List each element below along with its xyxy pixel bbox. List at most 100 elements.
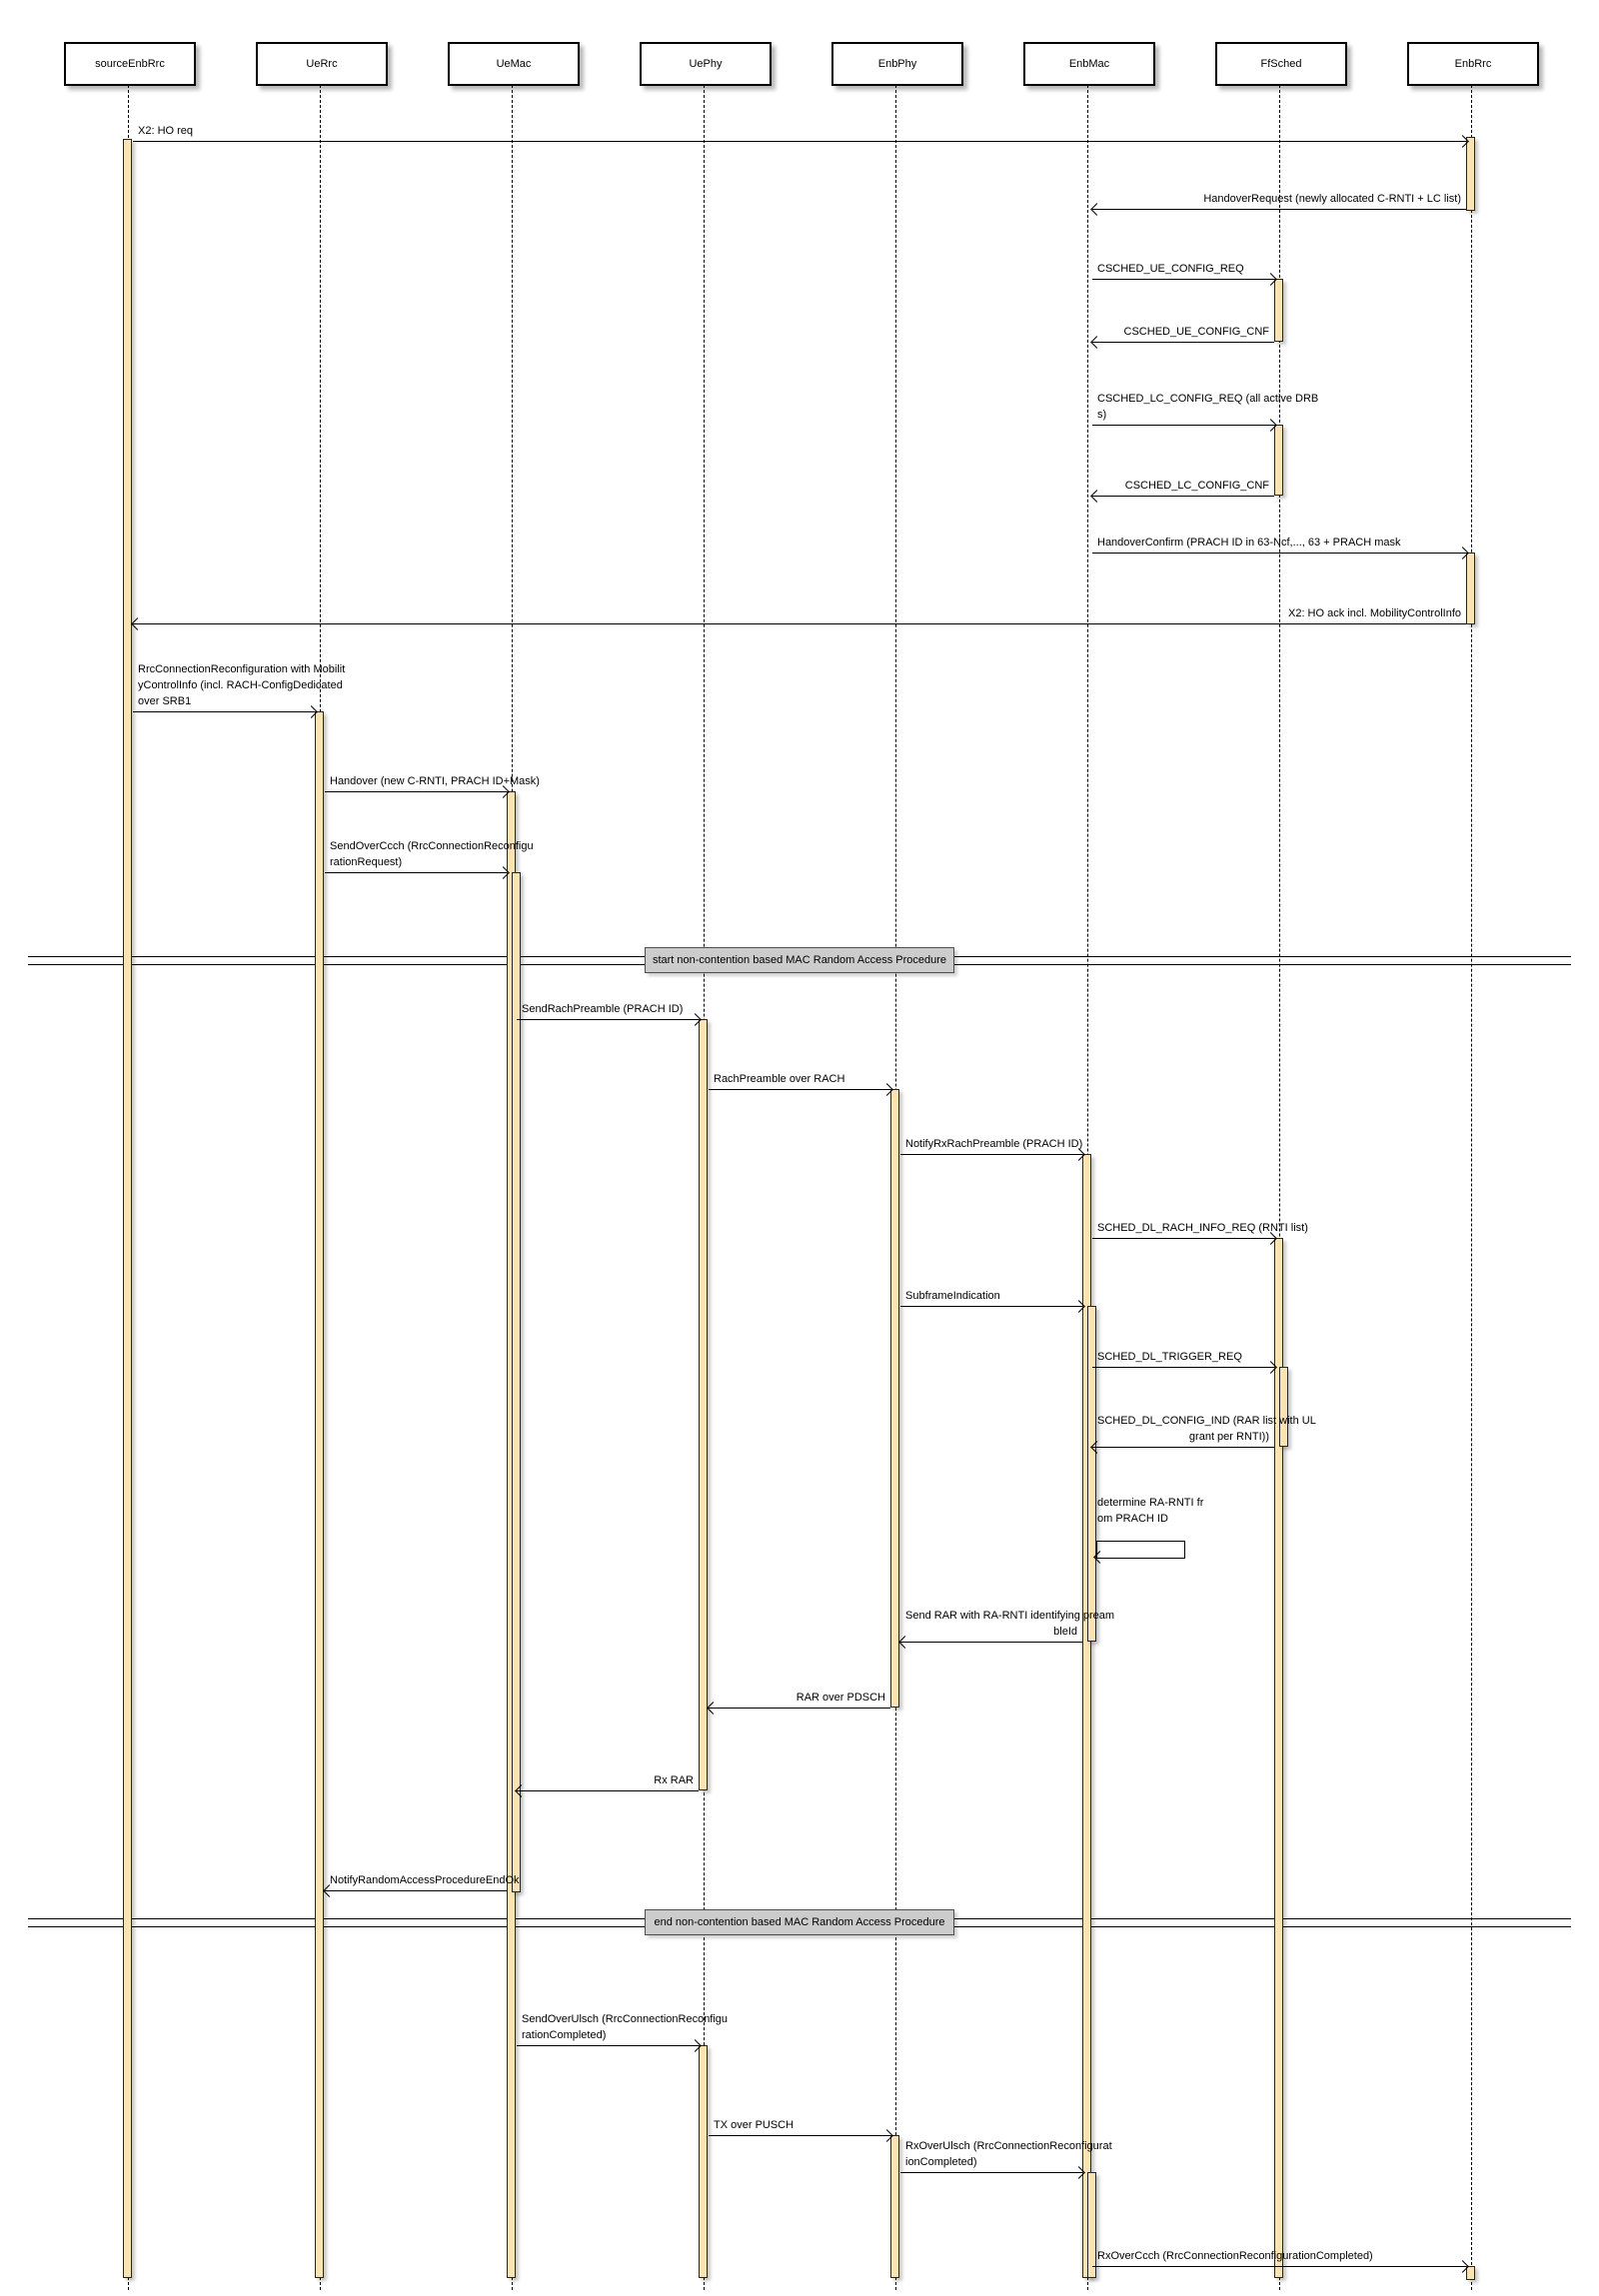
message-label-line: CSCHED_UE_CONFIG_REQ	[1097, 263, 1244, 275]
message-arrow	[1092, 1367, 1274, 1368]
message-label-line: SubframeIndication	[905, 1290, 1000, 1302]
message-label: CSCHED_UE_CONFIG_REQ	[1097, 261, 1269, 277]
message-arrow	[709, 1708, 890, 1709]
message-label-line: yControlInfo (incl. RACH-ConfigDedicated	[138, 679, 343, 691]
message-label-line: ionCompleted)	[905, 2156, 977, 2168]
message-label-line: RxOverUlsch (RrcConnectionReconfigurat	[905, 2140, 1112, 2152]
message-label: HandoverRequest (newly allocated C-RNTI …	[1097, 191, 1461, 207]
activation-bar	[1087, 2172, 1096, 2278]
actor-label: EnbRrc	[1454, 58, 1492, 70]
separator-label: end non-contention based MAC Random Acce…	[654, 1916, 945, 1928]
message-label: X2: HO ack incl. MobilityControlInfo	[138, 605, 1461, 621]
actor-label: EnbPhy	[877, 58, 917, 70]
message-label-line: rationCompleted)	[522, 2029, 607, 2041]
activation-bar	[1466, 2266, 1475, 2280]
message-label: CSCHED_UE_CONFIG_CNF	[1097, 324, 1269, 340]
message-label: CSCHED_LC_CONFIG_CNF	[1097, 478, 1269, 494]
activation-bar	[890, 2135, 899, 2278]
message-label-line: TX over PUSCH	[714, 2119, 795, 2131]
message-label-line: NotifyRxRachPreamble (PRACH ID)	[905, 1138, 1083, 1150]
message-arrow	[1092, 496, 1274, 497]
message-label-line: SCHED_DL_CONFIG_IND (RAR list with UL	[1097, 1415, 1316, 1427]
message-arrow	[325, 872, 507, 873]
message-arrow	[900, 1306, 1082, 1307]
actor-box-FfSched: FfSched	[1215, 42, 1347, 86]
lifeline-FfSched	[1279, 80, 1280, 2290]
activation-bar	[1082, 1154, 1091, 2278]
activation-bar	[1279, 1367, 1288, 1447]
self-message-label-line: om PRACH ID	[1097, 1513, 1168, 1525]
message-arrow	[1092, 279, 1274, 280]
activation-bar	[1274, 1238, 1283, 2278]
message-label: Handover (new C-RNTI, PRACH ID+Mask)	[330, 773, 540, 789]
message-arrow	[900, 2172, 1082, 2173]
activation-bar	[1087, 1306, 1096, 1642]
message-arrow	[709, 1089, 890, 1090]
message-label-line: SCHED_DL_TRIGGER_REQ	[1097, 1351, 1242, 1363]
activation-bar	[1274, 279, 1283, 342]
message-label-line: over SRB1	[138, 695, 192, 707]
message-label-line: CSCHED_LC_CONFIG_REQ (all active DRB	[1097, 393, 1319, 405]
message-label-line: RxOverCcch (RrcConnectionReconfiguration…	[1097, 2250, 1373, 2262]
message-arrow	[1092, 2266, 1466, 2267]
message-arrow	[133, 623, 1466, 624]
message-label-line: Send RAR with RA-RNTI identifying pream	[905, 1610, 1115, 1622]
message-label-line: RrcConnectionReconfiguration with Mobili…	[138, 663, 346, 675]
activation-bar	[699, 2045, 708, 2278]
activation-bar	[1466, 553, 1475, 624]
message-arrow	[709, 2135, 890, 2136]
message-arrow	[517, 1019, 699, 1020]
message-arrow	[900, 1154, 1082, 1155]
self-message-label: determine RA-RNTI fr om PRACH ID	[1097, 1495, 1203, 1527]
message-label-line: rationRequest)	[330, 856, 403, 868]
separator-label: start non-contention based MAC Random Ac…	[652, 954, 947, 966]
activation-bar	[1466, 137, 1475, 211]
message-label: HandoverConfirm (PRACH ID in 63-Ncf,...,…	[1097, 535, 1461, 551]
actor-box-UeRrc: UeRrc	[256, 42, 388, 86]
activation-bar	[890, 1089, 899, 1708]
message-label-line: bleId	[1053, 1626, 1077, 1638]
message-arrow	[1092, 425, 1274, 426]
message-label-line: grant per RNTI))	[1188, 1431, 1269, 1443]
message-label-line: HandoverRequest (newly allocated C-RNTI …	[1203, 193, 1461, 205]
message-label: SCHED_DL_RACH_INFO_REQ (RNTI list)	[1097, 1220, 1308, 1236]
message-label-line: HandoverConfirm (PRACH ID in 63-Ncf,...,…	[1097, 537, 1401, 549]
separator: start non-contention based MAC Random Ac…	[645, 947, 954, 973]
message-label: X2: HO req	[138, 123, 1461, 139]
activation-bar	[1274, 425, 1283, 496]
actor-box-EnbPhy: EnbPhy	[831, 42, 963, 86]
message-label: RachPreamble over RACH	[714, 1071, 885, 1087]
message-arrow	[1092, 1238, 1274, 1239]
message-label: NotifyRandomAccessProcedureEndOk	[330, 1872, 520, 1888]
message-label: RAR over PDSCH	[714, 1690, 885, 1706]
message-label: Send RAR with RA-RNTI identifying pream b…	[905, 1608, 1115, 1640]
actor-box-EnbMac: EnbMac	[1023, 42, 1155, 86]
message-label-line: SendRachPreamble (PRACH ID)	[522, 1003, 684, 1015]
message-arrow	[325, 791, 507, 792]
message-label-line: RAR over PDSCH	[796, 1692, 885, 1704]
message-arrow	[1092, 553, 1466, 554]
message-label-line: SendOverUlsch (RrcConnectionReconfigu	[522, 2013, 729, 2025]
actor-label: FfSched	[1260, 58, 1302, 70]
message-arrow	[1092, 1447, 1274, 1448]
actor-box-sourceEnbRrc: sourceEnbRrc	[64, 42, 196, 86]
self-message-label-line: determine RA-RNTI fr	[1097, 1497, 1204, 1509]
message-label: NotifyRxRachPreamble (PRACH ID)	[905, 1136, 1083, 1152]
message-label-line: SendOverCcch (RrcConnectionReconfigu	[330, 840, 534, 852]
message-label-line: NotifyRandomAccessProcedureEndOk	[330, 1874, 520, 1886]
message-arrow	[900, 1642, 1082, 1643]
message-label-line: X2: HO req	[138, 125, 194, 137]
separator: end non-contention based MAC Random Acce…	[645, 1909, 954, 1935]
message-arrow	[133, 711, 315, 712]
message-arrow	[1092, 342, 1274, 343]
actor-box-EnbRrc: EnbRrc	[1407, 42, 1539, 86]
activation-bar	[123, 139, 132, 2278]
actor-label: EnbMac	[1068, 58, 1110, 70]
message-label: CSCHED_LC_CONFIG_REQ (all active DRB s)	[1097, 391, 1319, 423]
actor-label: UeRrc	[306, 58, 338, 70]
message-arrow	[325, 1890, 507, 1891]
message-label: SCHED_DL_CONFIG_IND (RAR list with UL gra…	[1097, 1413, 1316, 1445]
activation-bar	[699, 1019, 708, 1790]
message-arrow	[517, 1790, 699, 1791]
